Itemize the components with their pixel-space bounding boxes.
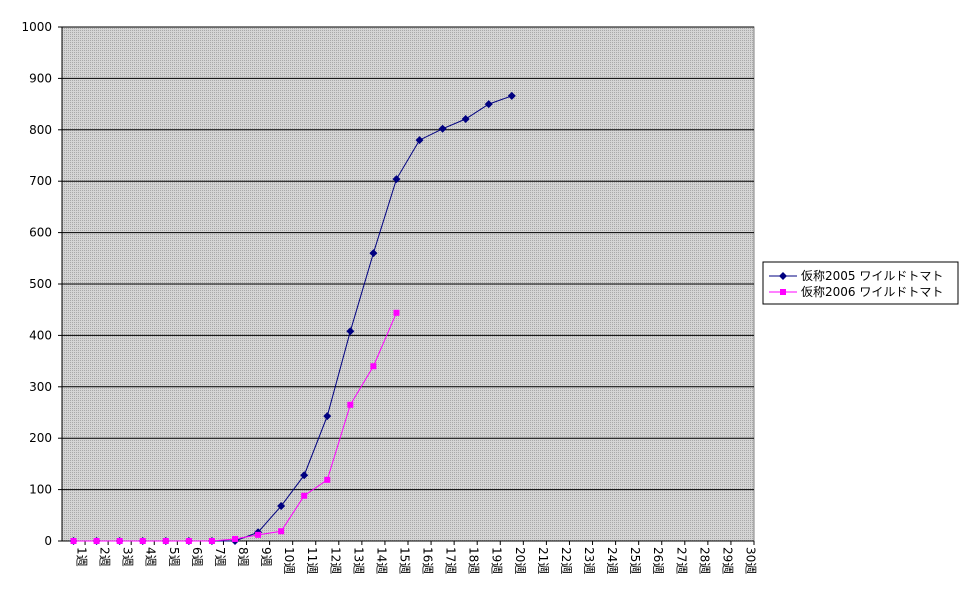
y-tick-label: 300 xyxy=(29,380,52,394)
x-tick-label: 25週 xyxy=(628,547,642,574)
data-point xyxy=(300,471,309,480)
data-point xyxy=(116,538,123,544)
data-point xyxy=(277,502,286,511)
x-tick-label: 16週 xyxy=(421,547,435,574)
x-tick-label: 23週 xyxy=(582,547,596,574)
data-point xyxy=(278,528,285,535)
x-tick-label: 18週 xyxy=(467,547,481,574)
data-point xyxy=(139,538,146,544)
data-point xyxy=(393,309,400,316)
data-point xyxy=(507,91,516,100)
x-tick-label: 1週 xyxy=(75,547,89,567)
x-tick-label: 14週 xyxy=(374,547,388,574)
x-tick-label: 17週 xyxy=(444,547,458,574)
x-tick-label: 28週 xyxy=(697,547,711,574)
x-tick-label: 15週 xyxy=(397,547,411,574)
data-point xyxy=(370,363,377,370)
x-tick-label: 6週 xyxy=(190,547,204,567)
legend-marker xyxy=(779,272,787,280)
x-tick-label: 11週 xyxy=(305,547,319,574)
legend-marker xyxy=(780,289,786,295)
y-tick-label: 400 xyxy=(29,328,52,342)
x-tick-label: 27週 xyxy=(674,547,688,574)
legend-label: 仮称2006 ワイルドトマト xyxy=(801,285,943,299)
data-point xyxy=(484,100,493,109)
y-tick-label: 200 xyxy=(29,431,52,445)
legend xyxy=(762,261,959,305)
y-tick-label: 1000 xyxy=(21,20,52,34)
x-tick-label: 20週 xyxy=(513,547,527,574)
x-tick-label: 22週 xyxy=(559,547,573,574)
data-point xyxy=(208,538,215,544)
x-tick-label: 12週 xyxy=(328,547,342,574)
x-tick-label: 13週 xyxy=(351,547,365,574)
y-tick-label: 900 xyxy=(29,71,52,85)
x-tick-label: 4週 xyxy=(144,547,158,567)
data-point xyxy=(323,412,332,421)
x-tick-label: 2週 xyxy=(98,547,112,567)
x-tick-label: 30週 xyxy=(743,547,757,574)
data-point xyxy=(185,538,192,544)
data-point xyxy=(301,492,308,499)
x-tick-label: 19週 xyxy=(490,547,504,574)
data-point xyxy=(438,124,447,133)
data-point xyxy=(255,531,262,538)
data-point xyxy=(369,249,378,258)
y-tick-label: 0 xyxy=(44,534,52,548)
data-point xyxy=(162,538,169,544)
data-point xyxy=(347,401,354,408)
x-tick-label: 29週 xyxy=(720,547,734,574)
y-tick-label: 600 xyxy=(29,226,52,240)
x-tick-label: 3週 xyxy=(121,547,135,567)
x-tick-label: 26週 xyxy=(651,547,665,574)
data-point xyxy=(392,175,401,184)
x-tick-label: 10週 xyxy=(282,547,296,574)
x-tick-label: 21週 xyxy=(536,547,550,574)
x-tick-label: 24週 xyxy=(605,547,619,574)
x-tick-label: 8週 xyxy=(236,547,250,567)
data-point xyxy=(93,538,100,544)
legend-label: 仮称2005 ワイルドトマト xyxy=(801,269,943,283)
data-point xyxy=(324,476,331,483)
y-tick-label: 700 xyxy=(29,174,52,188)
data-point xyxy=(461,115,470,124)
data-point xyxy=(70,538,77,544)
y-tick-label: 100 xyxy=(29,483,52,497)
x-tick-label: 9週 xyxy=(259,547,273,567)
y-tick-label: 800 xyxy=(29,123,52,137)
x-tick-label: 7週 xyxy=(213,547,227,567)
data-point xyxy=(415,136,424,145)
x-tick-label: 5週 xyxy=(167,547,181,567)
y-tick-label: 500 xyxy=(29,277,52,291)
data-point xyxy=(232,535,238,542)
data-point xyxy=(346,327,355,336)
